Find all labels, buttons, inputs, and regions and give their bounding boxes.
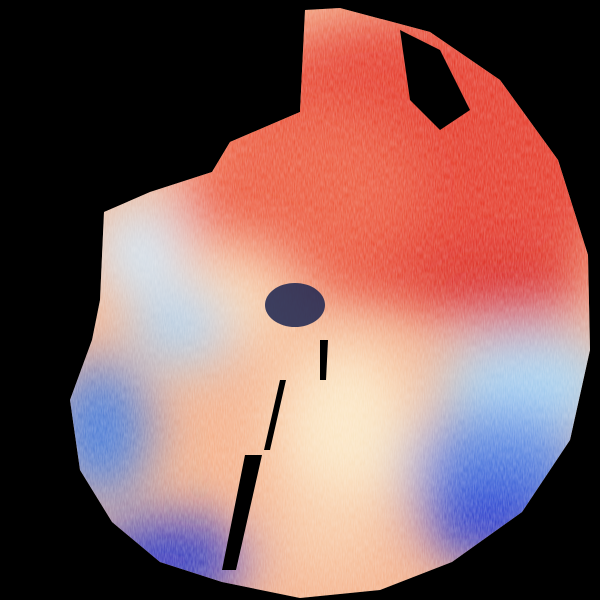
gap (222, 455, 262, 570)
gap (400, 30, 470, 130)
gap (264, 380, 286, 450)
gap (320, 340, 328, 380)
center-clutter (265, 283, 325, 327)
gaps (222, 30, 470, 570)
